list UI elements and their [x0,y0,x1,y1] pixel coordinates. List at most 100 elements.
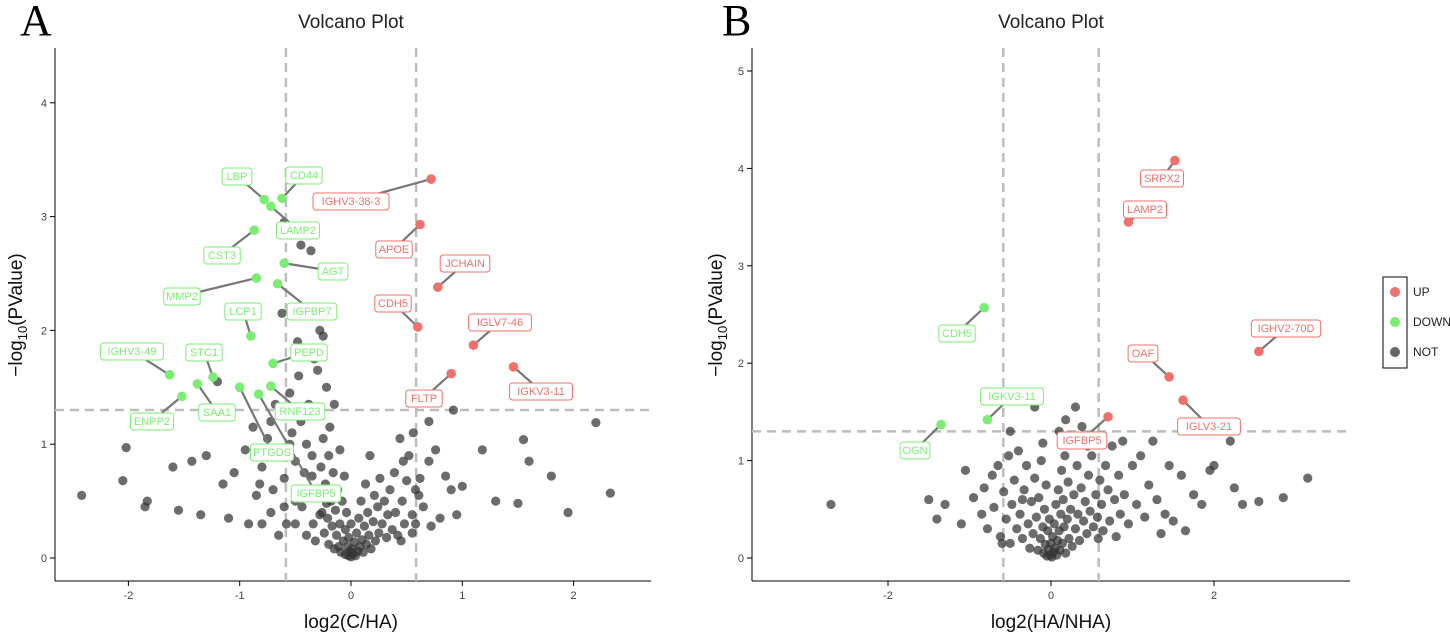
panel-a-point-up [446,368,456,379]
panel-a-gene-label-text: RNF123 [280,406,321,418]
panel-a-point-not [351,528,362,538]
panel-b-gene-label-box [938,324,976,343]
panel-a-y-tick-label: 2 [41,325,47,337]
panel-b-point-not [1176,470,1186,480]
panel-b-point-not [1041,480,1051,490]
panel-b-point-not [1005,538,1015,548]
panel-a-point-not [426,521,436,531]
panel-a-gene-label: PEPD [290,343,328,362]
panel-letter-a: A [20,0,52,45]
panel-a-x-tick-label: 2 [571,590,577,602]
panel-a-gene-label: MMP2 [163,287,201,306]
panel-a-point-not [369,490,379,501]
panel-a-point-not [329,399,339,409]
panel-a-point-not [339,471,349,481]
panel-a-gene-label-box [276,221,320,240]
panel-b-point-not [1105,516,1115,526]
panel-b-y-tick-label: 1 [738,456,744,468]
panel-a-point-not [390,507,401,518]
panel-b-point-not [1156,529,1166,539]
panel-b-point-not [979,483,989,493]
panel-b-point-not [993,460,1003,471]
panel-a-point-not [365,450,375,461]
panel-a-point-not [513,498,523,508]
panel-a-point-not [424,456,434,466]
panel-b-point-not [1095,475,1105,485]
panel-a-point-not [308,519,318,529]
panel-a-point-not [331,530,342,540]
panel-a-gene-label-text: LCP1 [229,306,257,318]
panel-a-gene-label-box [203,246,241,265]
panel-b-point-not [1303,473,1313,483]
panel-b-gene-label-box [1056,431,1108,450]
panel-a-y-axis-title: −log10(PValue) [6,253,30,376]
panel-a-point-not [435,513,445,523]
panel-a-gene-label-box [374,294,412,313]
panel-b-gene-label: IGHV2-70D [1250,319,1322,338]
panel-b-gene-label: IGFBP5 [1056,431,1108,450]
panel-a-point-not [368,516,378,527]
panel-a-point-not [118,476,128,486]
panel-b-point-not [1148,436,1158,446]
panel-a-point-not [223,513,234,523]
panel-a-point-down [253,389,264,399]
panel-a-gene-label-text: LBP [227,171,248,183]
panel-a-point-not [168,462,178,472]
panel-a-gene-label-text: CDH5 [378,298,408,310]
panel-b-point-not [1092,512,1103,522]
panel-b-point-not [1059,522,1069,532]
panel-b-point-not [1114,470,1124,480]
panel-a-gene-label-box [221,167,253,186]
panel-b-point-not [1049,519,1059,529]
panel-a-y-tick-label: 1 [41,439,47,451]
panel-a-point-not [477,445,487,455]
panel-a-gene-label: FLTP [405,389,443,408]
panel-a-point-not [408,428,418,438]
panel-b-point-not [999,487,1009,497]
panel-a-point-not [407,510,417,520]
panel-b-point-not [1039,504,1050,514]
panel-a-gene-label-box [185,343,223,362]
panel-a-gene-label-text: CD44 [290,170,318,182]
panel-b-point-not [1088,522,1098,532]
panel-b-point-not [977,509,987,519]
panel-a-gene-label-text: AGT [322,266,345,278]
panel-a-point-not [319,528,329,538]
panel-b-point-not [982,524,993,534]
panel-b-point-not [1229,483,1239,493]
panel-b-gene-label: IGKV3-11 [980,387,1044,406]
panel-b-point-not [1070,402,1081,412]
panel-a-gene-label-text: ENPP2 [134,416,170,428]
panel-a-point-up [468,340,479,350]
panel-a-gene-label: CDH5 [374,294,412,313]
panel-a-point-not [364,530,374,540]
panel-a-point-not [605,488,615,498]
panel-b-point-not [1197,499,1207,510]
panel-a-point-not [395,433,405,444]
panel-b-point-not [1067,541,1077,551]
panel-b-point-not [1119,490,1129,500]
panel-b-gene-label-text: IGFBP5 [1062,435,1101,447]
panel-a-plot-area: -2 -1 0 1 2 0 1 2 3 4 IGHV3-38-3 APOE JCHAIN CDH5 IGLV… [41,48,651,602]
panel-b-point-up [1164,372,1174,382]
panel-a-point-not [591,417,601,428]
panel-a: Volcano Plot log2(C/HA) −log10(PValue) -… [6,12,651,633]
panel-a-y-tick-label: 3 [41,212,47,224]
panel-a-gene-label-box [290,343,328,362]
panel-b-point-not [989,502,999,512]
panel-b-x-tick-label: 2 [1211,590,1217,602]
panel-a-label-connector [238,386,273,453]
panel-b-point-not [1073,509,1083,519]
panel-a-point-not [330,505,341,515]
panel-b-point-not [1096,499,1107,510]
panel-b-point-not [1164,460,1174,471]
panel-a-point-not [287,428,297,438]
panel-a-point-not [358,547,368,557]
panel-b-point-not [1082,529,1092,539]
panel-b-point-not [1036,456,1046,466]
panel-b-y-tick-label: 3 [738,261,744,273]
panel-a-point-not [251,490,261,501]
panel-a-point-not [255,479,265,489]
panel-a-gene-label-text: IGFBP5 [296,488,335,500]
panel-b-point-up [1254,346,1264,357]
